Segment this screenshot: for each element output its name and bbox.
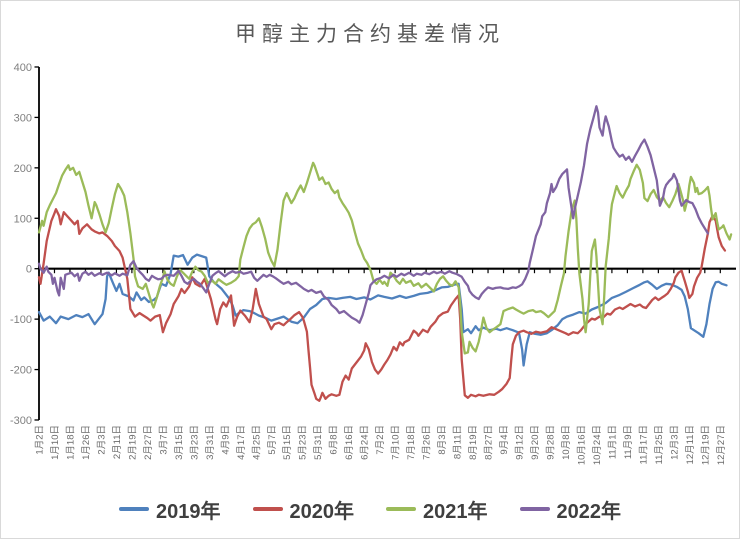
series-line-2022年 xyxy=(37,105,710,324)
x-tick-label: 9月4日 xyxy=(499,425,510,455)
x-tick-label: 2月11日 xyxy=(112,425,123,459)
legend-item-2020年: 2020年 xyxy=(252,495,355,524)
x-tick-label: 7月18日 xyxy=(406,425,417,460)
axes xyxy=(38,66,736,420)
x-tick-label: 7月26日 xyxy=(422,425,433,460)
x-tick-label: 7月2日 xyxy=(375,425,386,455)
x-tick-label: 8月27日 xyxy=(484,425,495,460)
x-tick-label: 1月2日 xyxy=(35,425,46,455)
x-tick-label: 10月24日 xyxy=(592,425,603,465)
x-tick-label: 11月25日 xyxy=(654,425,665,464)
x-tick-label: 10月16日 xyxy=(576,425,587,465)
x-tick-label: 6月8日 xyxy=(329,425,340,455)
x-tick-label: 9月12日 xyxy=(515,425,526,460)
x-tick-label: 3月7日 xyxy=(158,425,169,455)
x-tick-label: 11月1日 xyxy=(607,425,618,459)
legend-item-2022年: 2022年 xyxy=(519,495,622,524)
x-tick-label: 2月27日 xyxy=(143,425,154,460)
x-tick-label: 4月25日 xyxy=(251,425,262,460)
x-tick-label: 10月8日 xyxy=(561,425,572,460)
x-tick-label: 2月19日 xyxy=(127,425,138,460)
legend-swatch-icon xyxy=(519,507,550,511)
x-tick-label: 1月18日 xyxy=(65,425,76,460)
chart-legend: 2019年 2020年 2021年 2022年 xyxy=(1,491,739,527)
y-tick-label: -300 xyxy=(10,415,32,427)
y-tick-label: 400 xyxy=(14,62,32,74)
x-tick-label: 1月26日 xyxy=(81,425,92,460)
x-tick-label: 7月10日 xyxy=(391,425,402,460)
x-tick-label: 8月11日 xyxy=(453,425,464,459)
y-tick-label: -200 xyxy=(10,365,32,377)
x-tick-label: 8月19日 xyxy=(468,425,479,460)
x-tick-label: 9月28日 xyxy=(545,425,556,460)
x-tick-label: 12月11日 xyxy=(685,425,696,464)
legend-label: 2019年 xyxy=(156,500,221,523)
y-axis-ticks xyxy=(34,66,39,421)
x-tick-label: 11月9日 xyxy=(623,425,634,459)
x-tick-label: 12月19日 xyxy=(700,425,711,465)
x-tick-label: 2月3日 xyxy=(96,425,107,455)
x-tick-label: 11月17日 xyxy=(638,425,649,464)
x-tick-label: 1月10日 xyxy=(50,425,61,460)
x-tick-label: 6月16日 xyxy=(344,425,355,460)
legend-swatch-icon xyxy=(386,507,416,511)
series-line-2021年 xyxy=(37,161,733,355)
series-line-2019年 xyxy=(37,253,728,367)
x-tick-label: 4月17日 xyxy=(236,425,247,460)
x-tick-label: 9月20日 xyxy=(530,425,541,460)
x-tick-label: 5月31日 xyxy=(313,425,324,460)
x-tick-label: 5月7日 xyxy=(267,425,278,455)
y-tick-label: 0 xyxy=(26,264,32,276)
x-axis-labels: 1月2日 1月10日 1月18日 1月26日 2月3日 2月11日 2月19日 2月27日 3月… xyxy=(35,425,727,465)
y-axis-labels: 400 300 200 100 0 -100 -200 -300 xyxy=(10,62,32,427)
x-tick-label: 5月15日 xyxy=(282,425,293,460)
x-tick-label: 8月3日 xyxy=(437,425,448,455)
legend-label: 2022年 xyxy=(556,500,622,523)
y-tick-label: 300 xyxy=(14,112,32,124)
x-tick-label: 3月31日 xyxy=(205,425,216,460)
y-tick-label: -100 xyxy=(10,314,32,326)
legend-swatch-icon xyxy=(252,507,283,511)
legend-label: 2021年 xyxy=(423,500,488,523)
x-tick-label: 12月27日 xyxy=(716,425,727,465)
series-lines xyxy=(37,105,733,402)
x-tick-label: 12月3日 xyxy=(669,425,680,460)
x-tick-label: 6月24日 xyxy=(360,425,371,460)
legend-label: 2020年 xyxy=(289,500,355,523)
legend-item-2021年: 2021年 xyxy=(386,495,488,524)
legend-swatch-icon xyxy=(119,507,149,511)
x-tick-label: 3月23日 xyxy=(189,425,200,460)
legend-item-2019年: 2019年 xyxy=(119,495,221,524)
y-tick-label: 100 xyxy=(14,213,32,225)
x-tick-label: 4月9日 xyxy=(220,425,231,455)
y-tick-label: 200 xyxy=(14,163,32,175)
x-tick-label: 3月15日 xyxy=(174,425,185,460)
x-tick-label: 5月23日 xyxy=(298,425,309,460)
chart-title: 甲醇主力合约基差情况 xyxy=(235,22,505,46)
series-line-2020年 xyxy=(37,208,727,402)
